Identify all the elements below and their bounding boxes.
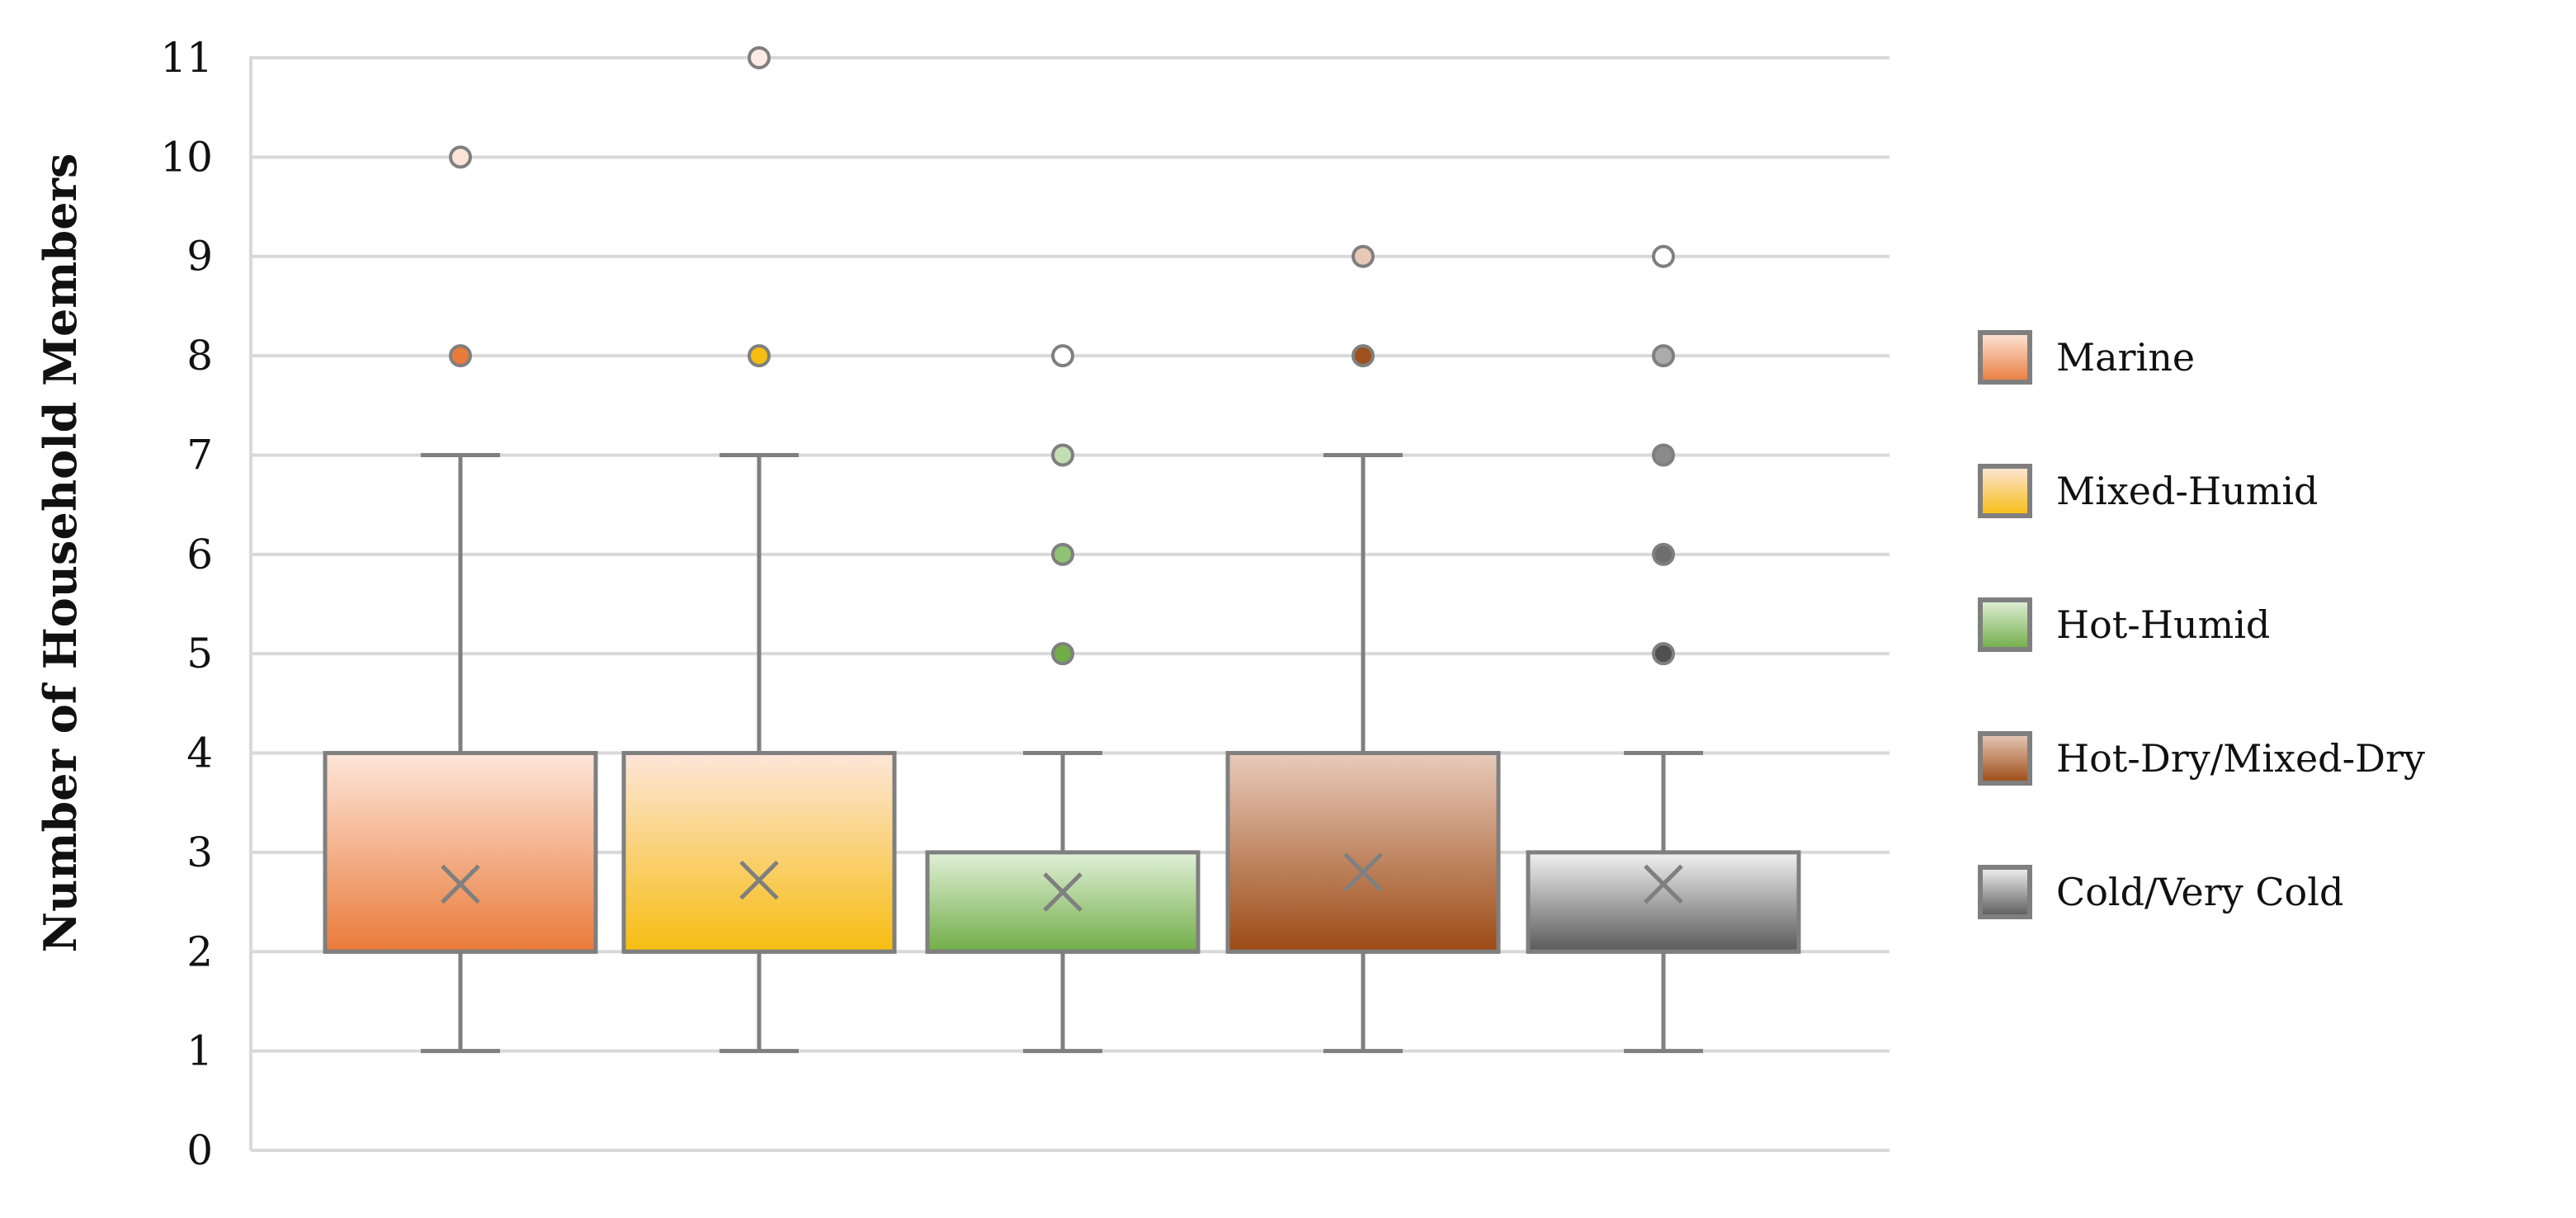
mean-marker bbox=[1343, 852, 1383, 892]
legend-label: Hot-Dry/Mixed-Dry bbox=[2056, 736, 2425, 781]
outlier-point bbox=[1652, 443, 1675, 467]
iqr-box bbox=[621, 751, 897, 954]
legend-swatch bbox=[1978, 330, 2032, 385]
y-axis-ticks: 0 1 2 3 4 5 6 7 8 9 10 11 bbox=[160, 34, 213, 1174]
y-tick-label: 5 bbox=[186, 630, 213, 677]
legend-label: Marine bbox=[2056, 335, 2195, 380]
iqr-box bbox=[1526, 850, 1801, 954]
legend-swatch bbox=[1978, 731, 2032, 786]
box-hot-dry-mixed-dry bbox=[1225, 244, 1501, 1054]
y-tick-label: 10 bbox=[160, 133, 213, 181]
outlier-point bbox=[449, 145, 472, 169]
y-tick-label: 0 bbox=[186, 1126, 213, 1174]
y-tick-label: 9 bbox=[186, 233, 213, 281]
box-marine bbox=[323, 145, 598, 1054]
mean-marker bbox=[1043, 872, 1083, 912]
outlier-point bbox=[1051, 344, 1074, 368]
mean-marker bbox=[441, 864, 480, 904]
outlier-point bbox=[1051, 542, 1074, 566]
outlier-point bbox=[1652, 244, 1675, 268]
outlier-point bbox=[748, 344, 771, 368]
gridlines bbox=[249, 56, 1890, 1152]
y-tick-label: 11 bbox=[160, 34, 213, 82]
outlier-point bbox=[1352, 344, 1375, 368]
legend: Marine Mixed-Humid Hot-Humid Hot-Dry/Mixed-… bbox=[1978, 330, 2425, 919]
outlier-point bbox=[1652, 642, 1675, 666]
legend-swatch bbox=[1978, 865, 2032, 919]
box-mixed-humid bbox=[621, 46, 897, 1054]
iqr-box bbox=[925, 850, 1201, 954]
y-tick-label: 3 bbox=[186, 829, 213, 876]
legend-swatch bbox=[1978, 597, 2032, 652]
y-tick-label: 4 bbox=[186, 729, 213, 777]
outlier-point bbox=[449, 344, 472, 368]
y-tick-label: 7 bbox=[186, 431, 213, 479]
iqr-box bbox=[323, 751, 598, 954]
box-cold-very-cold bbox=[1526, 244, 1801, 1054]
iqr-box bbox=[1225, 751, 1501, 954]
y-tick-label: 2 bbox=[186, 928, 213, 975]
box-hot-humid bbox=[925, 344, 1201, 1054]
legend-label: Cold/Very Cold bbox=[2056, 870, 2343, 914]
y-axis-label: Number of Household Members bbox=[34, 153, 87, 953]
y-tick-label: 8 bbox=[186, 332, 213, 380]
mean-marker bbox=[1644, 864, 1683, 904]
outlier-point bbox=[1352, 244, 1375, 268]
y-tick-label: 6 bbox=[186, 531, 213, 578]
outlier-point bbox=[1652, 344, 1675, 368]
mean-marker bbox=[739, 860, 779, 900]
outlier-point bbox=[748, 46, 771, 69]
outlier-point bbox=[1051, 443, 1074, 467]
outlier-point bbox=[1652, 542, 1675, 566]
boxes bbox=[323, 46, 1801, 1054]
y-tick-label: 1 bbox=[186, 1027, 213, 1075]
legend-label: Mixed-Humid bbox=[2056, 469, 2319, 513]
legend-label: Hot-Humid bbox=[2056, 602, 2270, 647]
legend-swatch bbox=[1978, 464, 2032, 518]
outlier-point bbox=[1051, 642, 1074, 666]
